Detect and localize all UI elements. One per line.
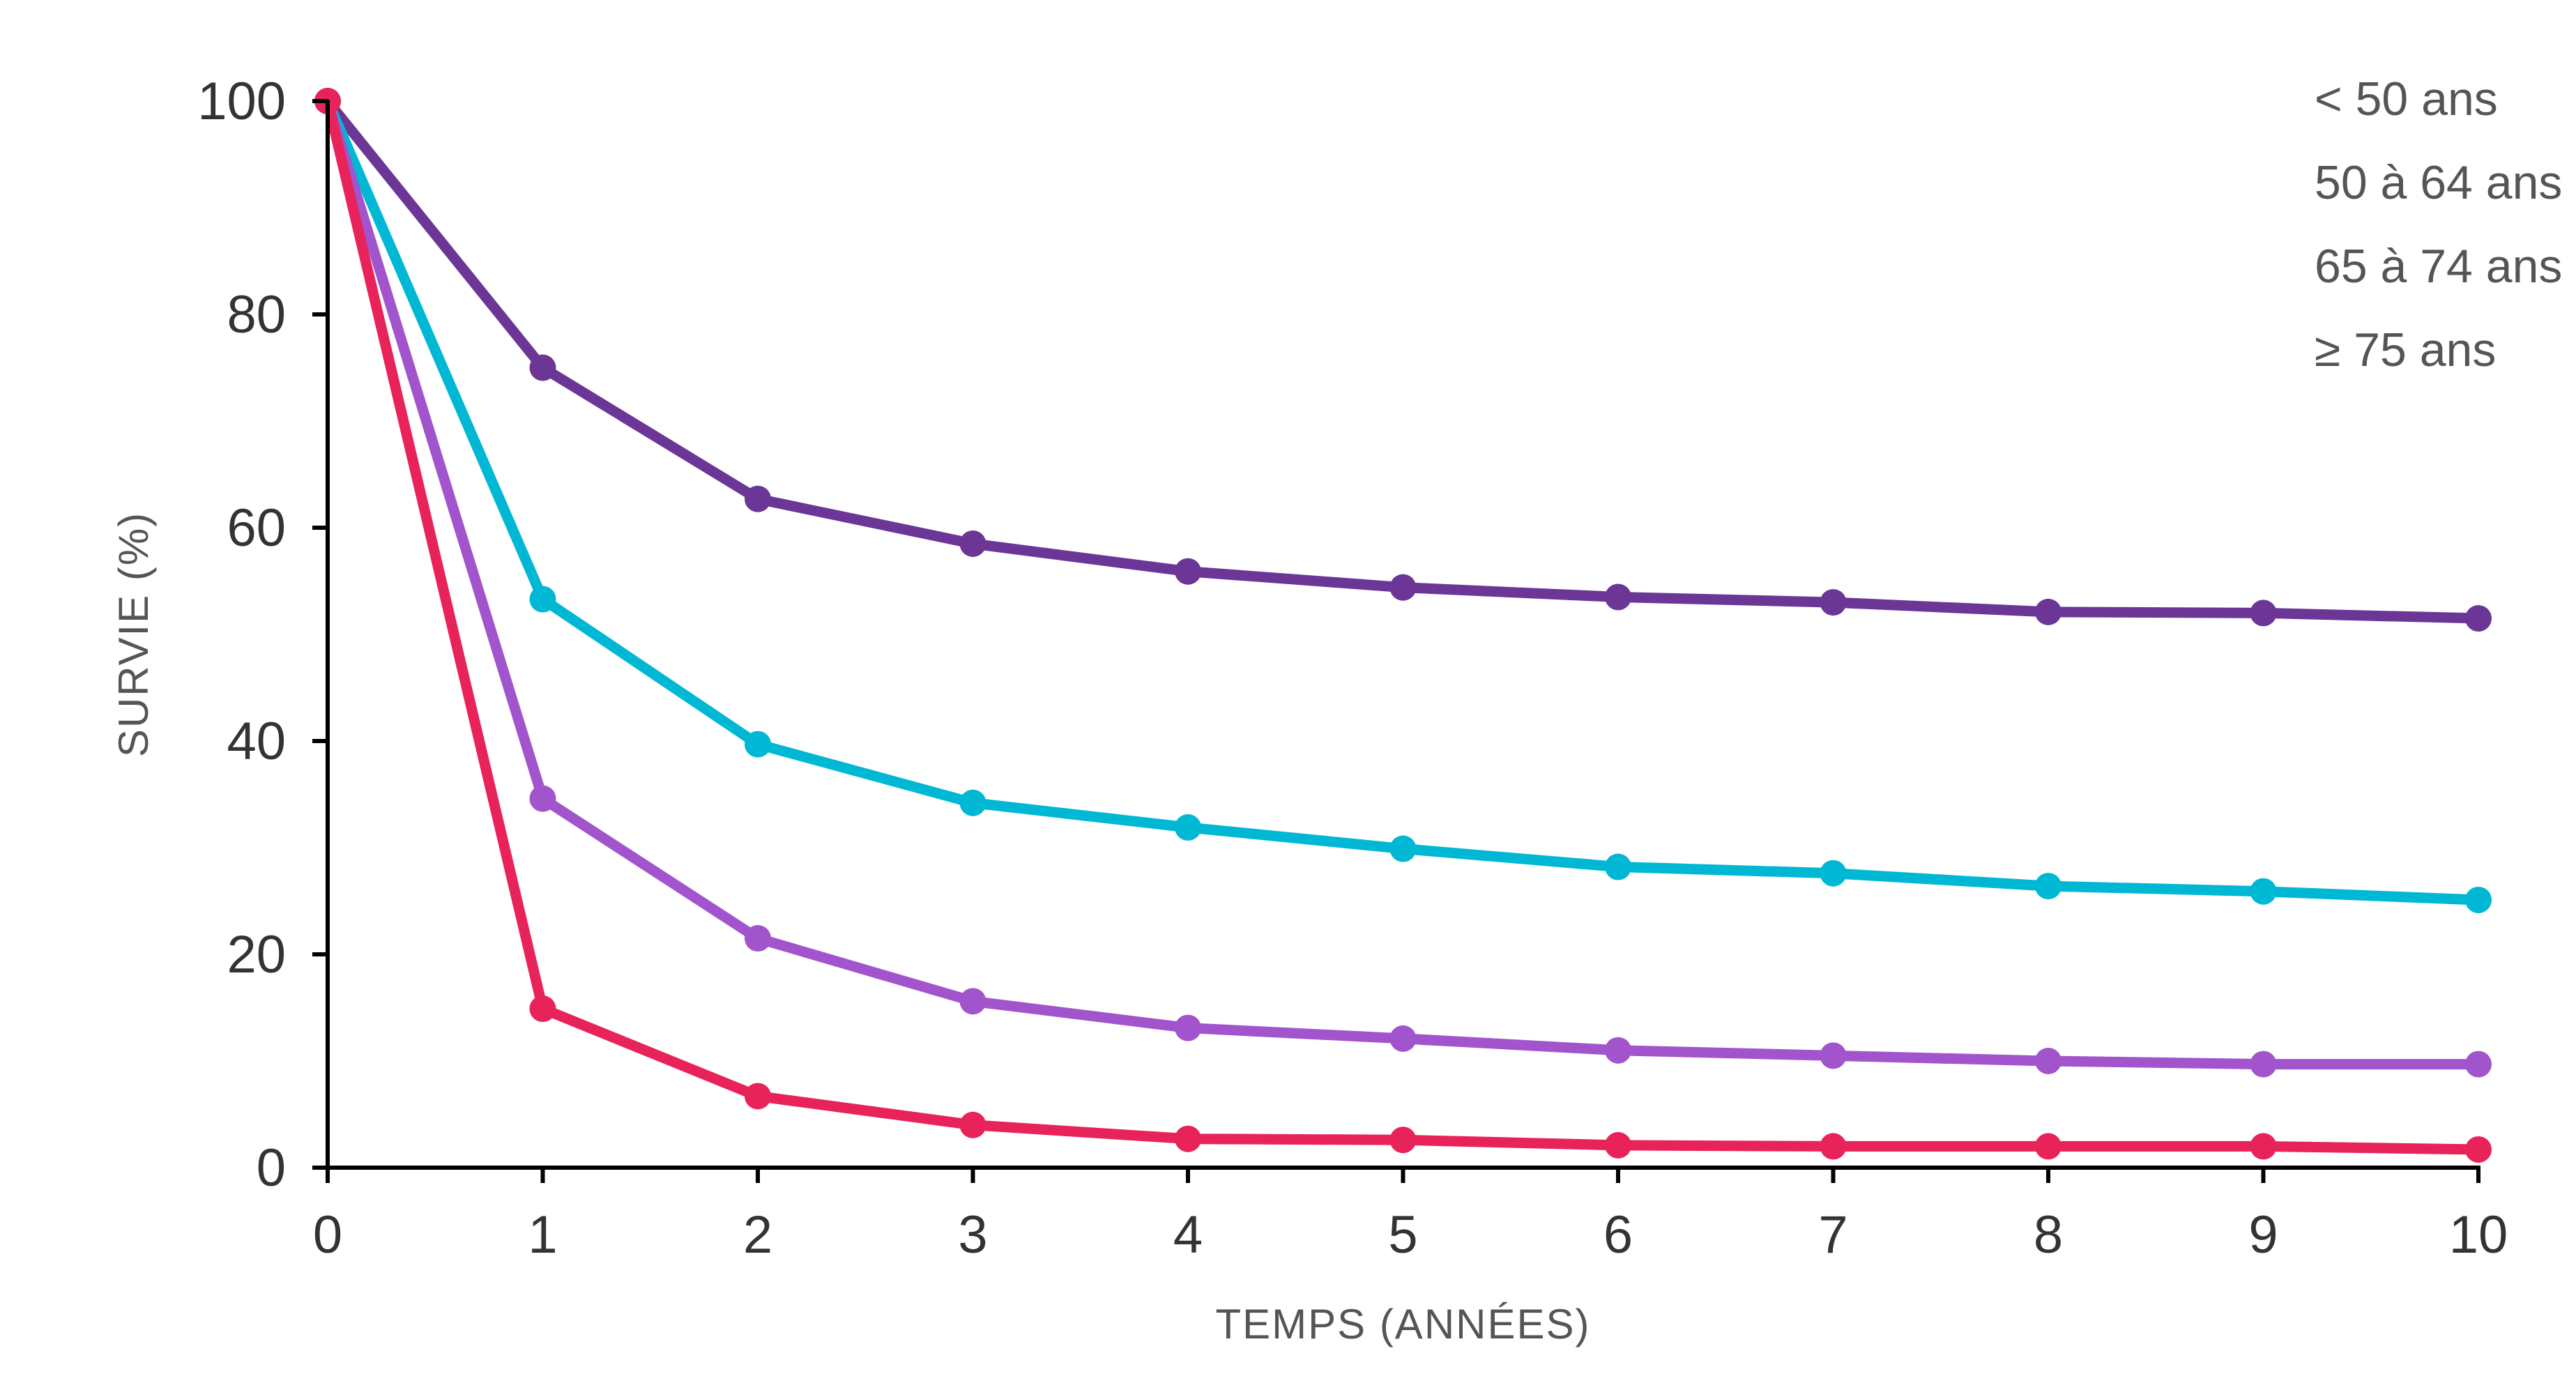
data-point [529,785,556,812]
data-point [529,586,556,613]
legend-entry: < 50 ans [2315,72,2498,125]
data-point [1605,853,1631,880]
data-point [959,530,986,557]
y-axis-title: SURVIE (%) [110,512,157,757]
data-point [959,988,986,1015]
data-point [2465,886,2492,913]
x-tick-label: 5 [1388,1205,1417,1265]
y-tick-label: 20 [227,925,286,984]
x-tick-label: 6 [1603,1205,1633,1265]
data-point [1820,589,1847,616]
x-tick-label: 4 [1173,1205,1203,1265]
x-tick-label: 7 [1818,1205,1847,1265]
y-tick-label: 80 [227,285,286,344]
x-tick-label: 9 [2248,1205,2278,1265]
data-point [2035,1048,2061,1074]
series-line [322,96,2484,624]
data-point [959,1111,986,1138]
legend-entry: 65 à 74 ans [2315,240,2562,293]
data-point [1389,1127,1417,1154]
data-point [1389,1025,1417,1052]
legend: < 50 ans 50 à 64 ans 65 à 74 ans ≥ 75 ans [2315,72,2562,376]
data-point [745,731,771,758]
data-point [2465,605,2492,632]
legend-entry: 50 à 64 ans [2315,156,2562,209]
y-tick-label: 60 [227,498,286,558]
data-point [2465,1136,2492,1163]
series-0 [314,88,2492,632]
y-tick-label: 100 [197,72,286,131]
data-point [1175,814,1201,841]
series-1 [314,88,2492,913]
data-point [2250,1133,2277,1160]
x-axis-title: TEMPS (ANNÉES) [1215,1301,1590,1348]
data-point [1175,1014,1201,1041]
legend-entry: ≥ 75 ans [2315,323,2496,376]
series-line [322,96,2484,1155]
data-point [1389,835,1417,862]
data-point [1820,1042,1847,1069]
data-point [1389,574,1417,601]
x-tick-label: 2 [743,1205,772,1265]
x-tick-label: 1 [528,1205,557,1265]
data-point [2465,1051,2492,1078]
series-3 [314,88,2492,1163]
y-tick-label: 40 [227,712,286,771]
data-point [1175,1125,1201,1152]
data-point [1605,1131,1631,1159]
x-axis-ticks: 0 1 2 3 4 5 6 7 8 9 10 [313,1168,2508,1265]
data-point [2250,1051,2277,1078]
data-point [959,789,986,816]
data-point [1605,1037,1631,1064]
data-point [1175,558,1201,585]
data-point [2250,878,2277,905]
y-tick-label: 0 [257,1138,286,1198]
data-point [1820,860,1847,887]
data-point [1605,583,1631,611]
data-point [2035,873,2061,900]
data-point [745,1083,771,1110]
data-point [2035,598,2061,625]
y-axis-ticks: 0 20 40 60 80 100 [197,72,328,1198]
data-point [529,995,556,1023]
data-point [1820,1133,1847,1160]
x-tick-label: 8 [2034,1205,2063,1265]
data-point [745,485,771,512]
series-line [322,96,2484,906]
data-point [2250,600,2277,627]
x-tick-label: 0 [313,1205,342,1265]
data-point [745,925,771,952]
data-point [529,354,556,381]
x-tick-label: 3 [958,1205,987,1265]
x-tick-label: 10 [2449,1205,2508,1265]
data-point [2035,1133,2061,1160]
series-layer [314,88,2492,1163]
